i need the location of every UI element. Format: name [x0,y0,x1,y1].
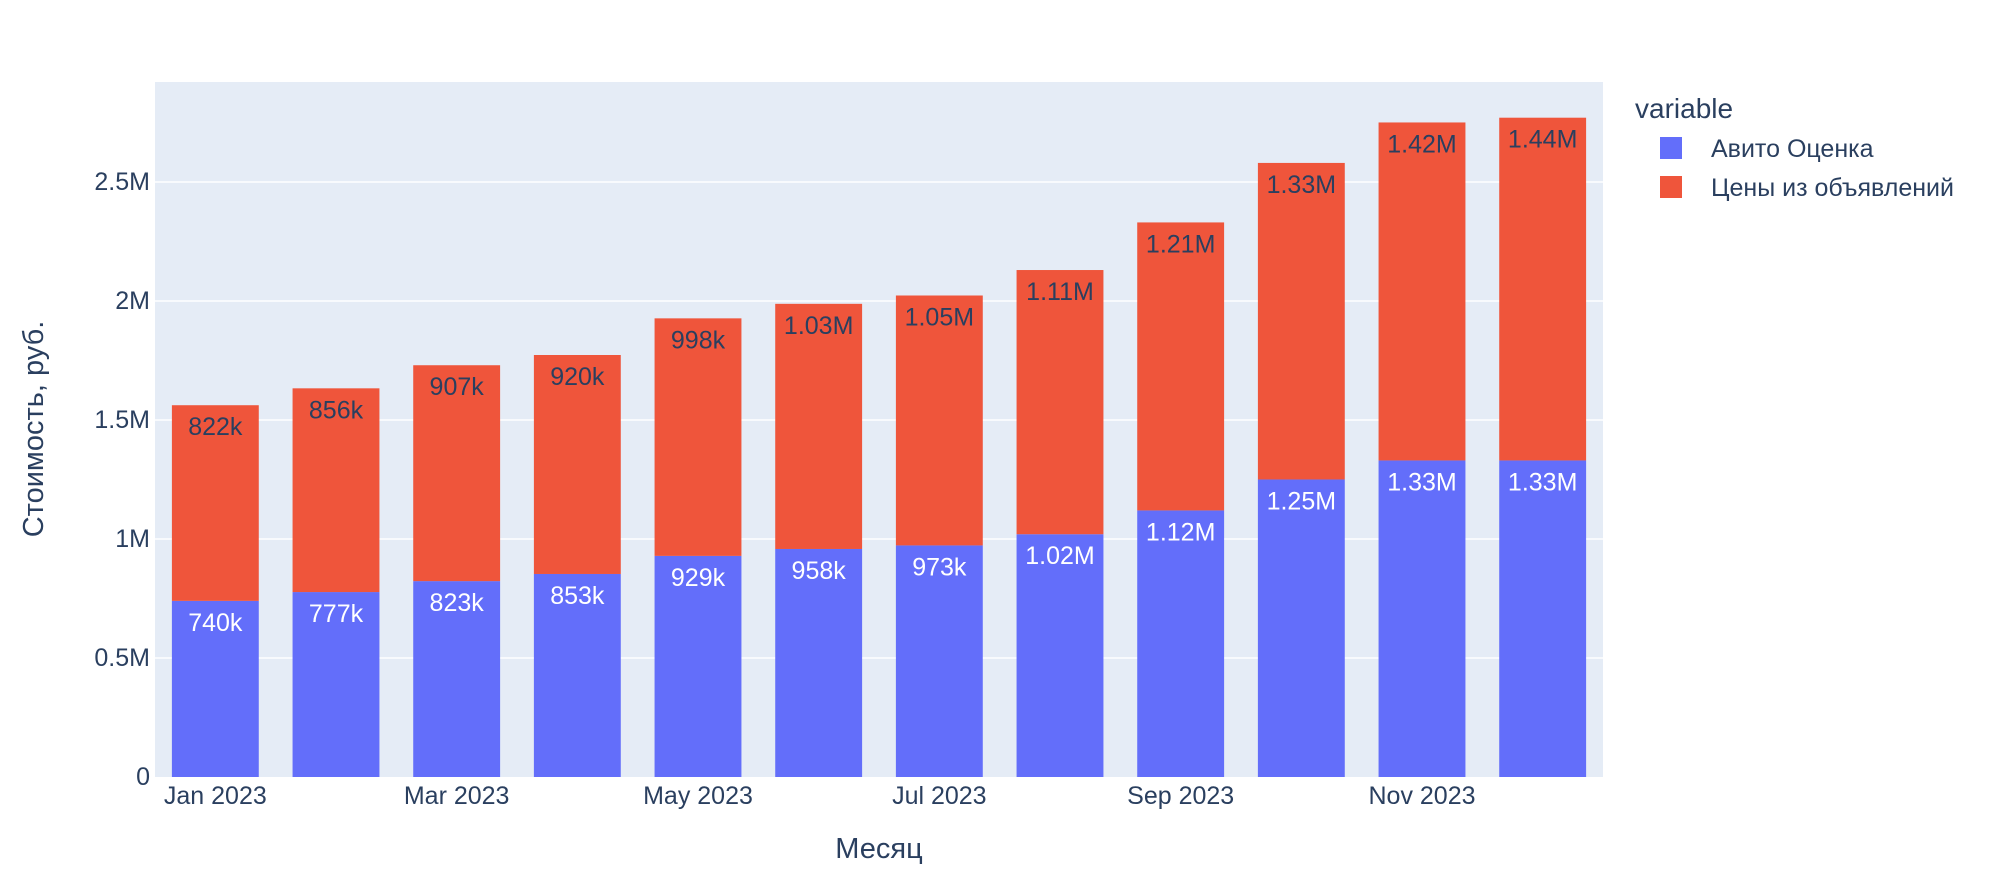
legend: variable Авито Оценка Цены из объявлений [1635,93,1954,202]
bar-segment[interactable] [1016,270,1104,535]
x-tick-label: Sep 2023 [1127,782,1234,810]
bar-segment[interactable] [533,573,621,777]
y-tick-label: 0 [136,763,150,791]
bar-value-label: 1.05M [905,303,974,331]
bar-segment[interactable] [1016,534,1104,777]
bar-value-label: 920k [550,363,605,391]
bar-segment[interactable] [1499,460,1587,777]
legend-swatch-avito [1660,137,1682,159]
x-tick-label: Nov 2023 [1368,782,1475,810]
x-axis-title: Месяц [835,833,922,865]
bar-segment[interactable] [1257,162,1345,480]
y-tick-label: 1M [115,525,150,553]
legend-label-listing-prices: Цены из объявлений [1711,174,1954,202]
bar-value-label: 929k [671,564,726,592]
bar-segment[interactable] [1137,222,1225,511]
bar-value-label: 1.44M [1508,126,1577,154]
legend-item-avito[interactable]: Авито Оценка [1660,135,1874,163]
bar-value-label: 973k [912,553,967,581]
bar-value-label: 958k [792,557,847,585]
y-axis-ticks: 0 0.5M 1M 1.5M 2M 2.5M [94,168,150,791]
bar-value-label: 823k [430,589,485,617]
bar-segment[interactable] [1378,460,1466,777]
bar-segment[interactable] [1257,479,1345,777]
bar-segment[interactable] [171,405,259,601]
bar-segment[interactable] [1137,510,1225,777]
x-tick-label: Jul 2023 [892,782,987,810]
legend-item-listing-prices[interactable]: Цены из объявлений [1660,174,1954,202]
bar-value-label: 1.03M [784,312,853,340]
bar-value-label: 777k [309,600,364,628]
x-tick-label: May 2023 [643,782,753,810]
legend-swatch-listing-prices [1660,176,1682,198]
bar-segment[interactable] [1378,122,1466,461]
bar-value-label: 1.42M [1387,130,1456,158]
bar-segment[interactable] [292,388,380,593]
bar-labels: 740k 822k 777k 856k 823k 907k 853k 920k 929k 998k… [188,126,1577,637]
bar-value-label: 1.25M [1267,487,1336,515]
y-tick-label: 2M [115,287,150,315]
plot-area [155,82,1603,777]
bar-value-label: 1.12M [1146,518,1215,546]
x-tick-label: Jan 2023 [164,782,267,810]
x-axis-ticks: Jan 2023 Mar 2023 May 2023 Jul 2023 Sep 2023… [164,782,1476,810]
y-tick-label: 0.5M [94,644,150,672]
bar-segment[interactable] [413,581,501,777]
bar-value-label: 1.02M [1025,542,1094,570]
bar-segment[interactable] [654,318,742,556]
bars [171,117,1587,777]
bar-value-label: 853k [550,582,605,610]
bar-segment[interactable] [1499,117,1587,461]
legend-title: variable [1635,93,1733,124]
bar-value-label: 740k [188,609,243,637]
bar-value-label: 1.11M [1026,278,1094,306]
y-axis-title: Стоимость, руб. [18,321,50,538]
bar-segment[interactable] [775,303,863,549]
bar-segment[interactable] [895,545,983,777]
bar-value-label: 1.33M [1508,468,1577,496]
bar-segment[interactable] [654,555,742,777]
bar-segment[interactable] [775,548,863,777]
bar-value-label: 1.21M [1146,230,1215,258]
bar-segment[interactable] [292,592,380,777]
bar-segment[interactable] [533,355,621,574]
bar-value-label: 1.33M [1267,171,1336,199]
bar-value-label: 907k [430,373,485,401]
bar-value-label: 1.33M [1387,468,1456,496]
bar-segment[interactable] [171,600,259,777]
bar-value-label: 998k [671,326,726,354]
bar-value-label: 822k [188,413,243,441]
bar-segment[interactable] [895,295,983,546]
x-tick-label: Mar 2023 [404,782,510,810]
bar-value-label: 856k [309,396,364,424]
bar-segment[interactable] [413,365,501,582]
y-tick-label: 1.5M [94,406,150,434]
legend-label-avito: Авито Оценка [1711,135,1874,163]
y-tick-label: 2.5M [94,168,150,196]
grid-lines [155,181,1603,659]
